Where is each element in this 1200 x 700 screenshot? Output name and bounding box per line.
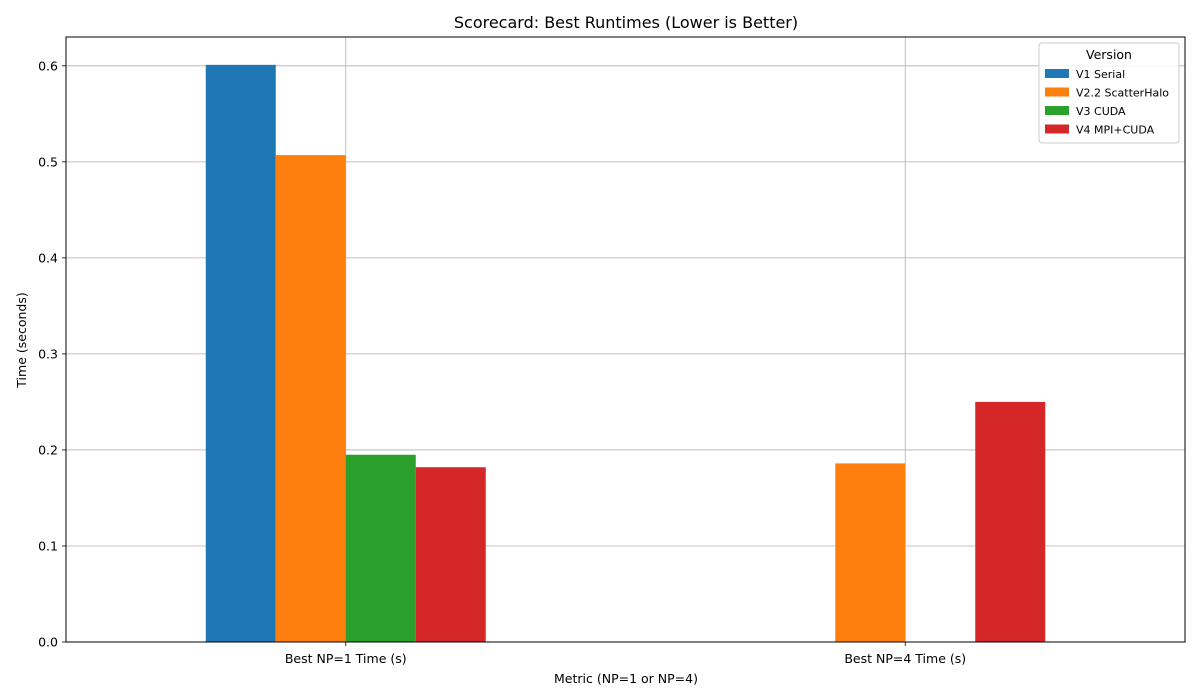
y-axis-label: Time (seconds): [14, 292, 29, 388]
bar: [275, 155, 346, 642]
legend-label: V3 CUDA: [1076, 105, 1126, 118]
legend-items: V1 Serial V2.2 ScatterHalo V3 CUDA V4 MPI+C…: [1045, 68, 1169, 137]
legend-label: V1 Serial: [1076, 68, 1125, 81]
legend-swatch: [1045, 87, 1069, 97]
plot-area-frame: [65, 36, 1186, 643]
bar: [835, 463, 906, 642]
legend-label: V2.2 ScatterHalo: [1076, 87, 1169, 100]
legend-title: Version: [1086, 47, 1132, 62]
bars: [205, 64, 1046, 643]
legend-box: [1038, 42, 1180, 144]
bar: [415, 467, 486, 642]
chart-title: Scorecard: Best Runtimes (Lower is Bette…: [454, 13, 798, 32]
y-tick-label: 0.0: [38, 635, 58, 650]
legend-swatch: [1045, 106, 1069, 115]
y-tick-label: 0.4: [38, 250, 58, 265]
y-tick-label: 0.1: [38, 538, 58, 553]
x-tick-label: Best NP=4 Time (s): [844, 651, 966, 666]
y-tick-label: 0.2: [38, 442, 58, 457]
y-tick-label: 0.3: [38, 346, 58, 361]
legend-swatch: [1045, 69, 1069, 78]
y-tick-label: 0.5: [38, 154, 58, 169]
x-tick-label: Best NP=1 Time (s): [285, 651, 407, 666]
bar: [205, 64, 276, 643]
x-axis-label: Metric (NP=1 or NP=4): [554, 671, 698, 686]
bar: [975, 401, 1046, 642]
legend: Version V1 Serial V2.2 ScatterHalo V3 CUDA…: [1038, 42, 1180, 144]
axis-ticks: 0.0 0.1 0.2 0.3 0.4 0.5 0.6 Best NP=1 Time (s) B…: [38, 58, 966, 666]
y-tick-label: 0.6: [38, 58, 58, 73]
legend-label: V4 MPI+CUDA: [1076, 124, 1155, 137]
legend-swatch: [1045, 124, 1069, 134]
bar: [345, 454, 416, 642]
